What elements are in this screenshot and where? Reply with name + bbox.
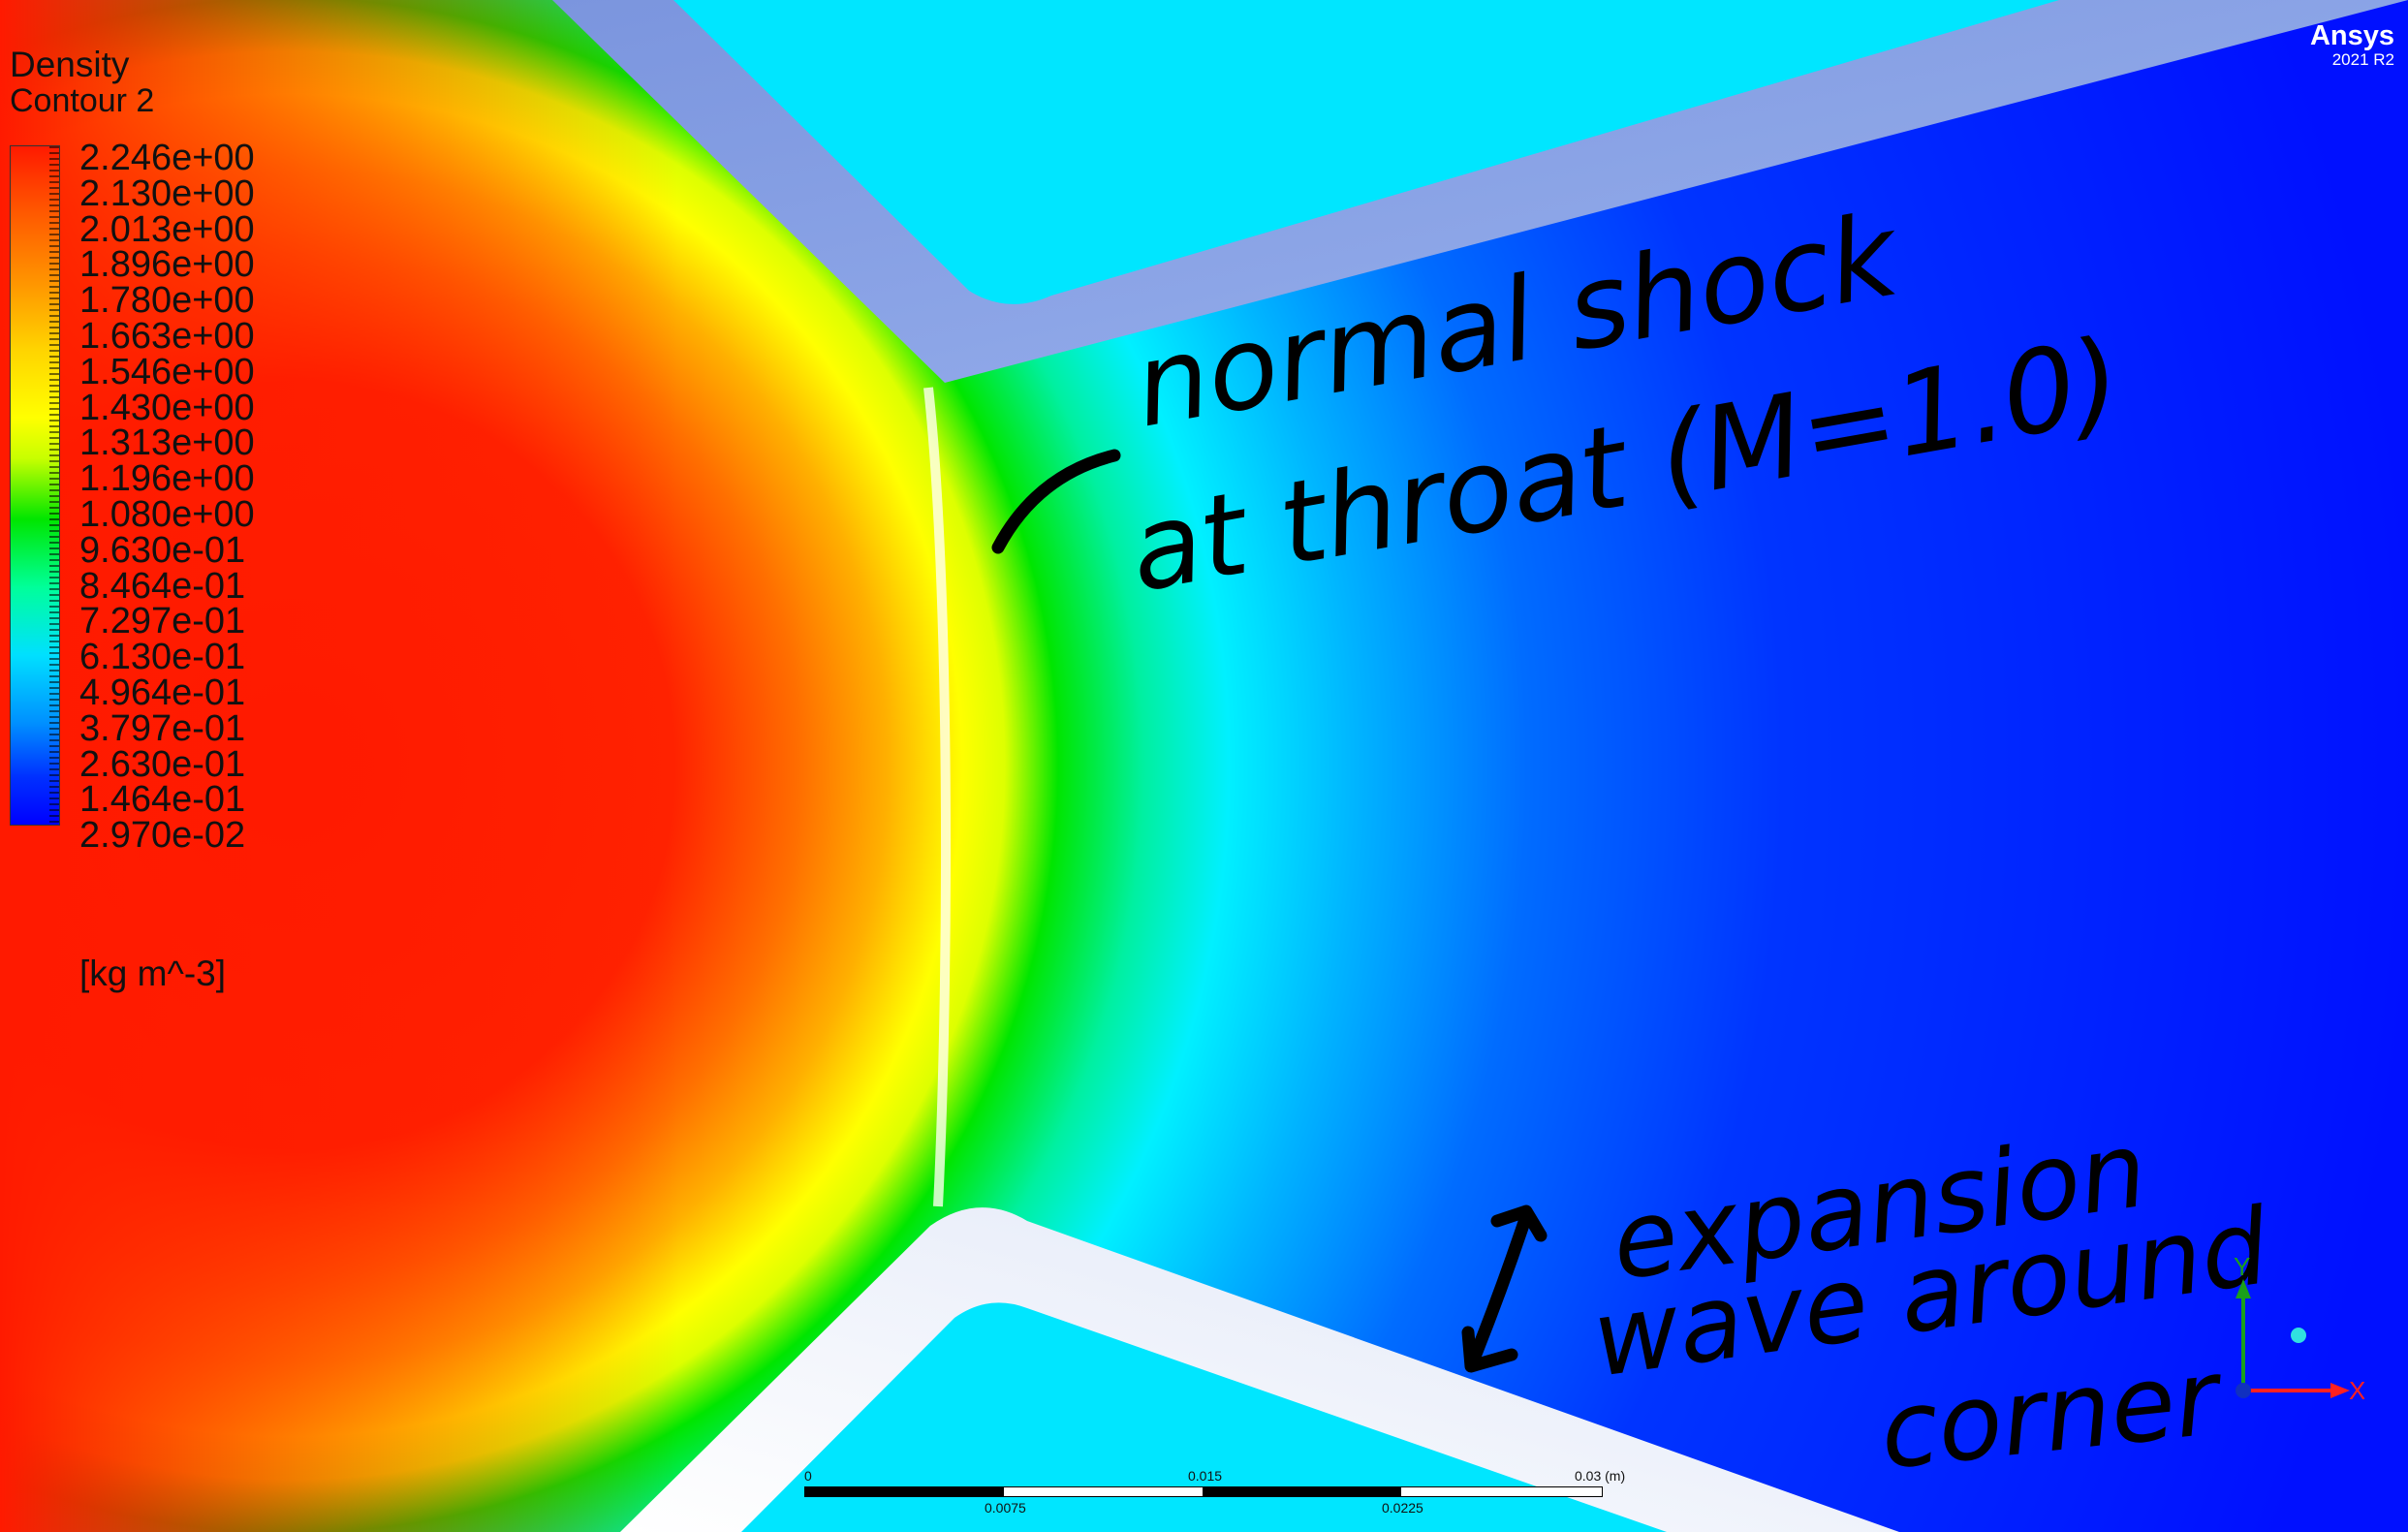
legend-tick: 1.080e+00: [79, 494, 255, 535]
scale-segment: [805, 1487, 1004, 1496]
legend-tick: 1.464e-01: [79, 779, 246, 821]
shock-front: [923, 387, 952, 1207]
legend-tick: 1.663e+00: [79, 316, 255, 357]
legend-title: Density: [10, 45, 130, 84]
scale-label-top: 0.015: [1188, 1468, 1223, 1484]
y-axis-arrow-icon: [2236, 1279, 2251, 1298]
legend-tick: 8.464e-01: [79, 565, 246, 607]
view-point-icon: [2291, 1328, 2306, 1343]
scale-label-top: 0.03 (m): [1575, 1468, 1626, 1484]
upstream-chamber: [0, 0, 678, 1532]
scale-label-top: 0: [804, 1468, 812, 1484]
legend-tick: 1.546e+00: [79, 351, 255, 392]
legend-tick: 1.313e+00: [79, 422, 255, 464]
legend-colorbar: [10, 145, 60, 826]
legend-subtitle: Contour 2: [10, 82, 155, 119]
legend-tick: 1.430e+00: [79, 387, 255, 428]
triad-x-label: X: [2349, 1376, 2364, 1405]
legend-tick: 9.630e-01: [79, 529, 246, 571]
legend-tick: 2.970e-02: [79, 815, 246, 857]
z-axis-dot-icon: [2236, 1383, 2251, 1398]
axis-triad: Y X: [2234, 1252, 2364, 1405]
legend-tick: 2.630e-01: [79, 743, 246, 785]
legend-tick: 1.196e+00: [79, 458, 255, 500]
upper-wall-solid: [673, 0, 2059, 304]
x-axis-arrow-icon: [2330, 1383, 2350, 1398]
legend-tick: 2.246e+00: [79, 138, 255, 178]
scale-bar: 0 0.015 0.03 (m) 0.0075 0.0225: [804, 1468, 1625, 1516]
brand-version: 2021 R2: [2331, 50, 2394, 69]
legend-tick: 6.130e-01: [79, 637, 246, 678]
scale-segment: [1203, 1487, 1401, 1496]
scale-track: [804, 1486, 1603, 1497]
legend-unit: [kg m^-3]: [79, 954, 226, 993]
legend-tick: 2.130e+00: [79, 172, 255, 214]
legend-tick: 2.013e+00: [79, 208, 255, 250]
legend-tick: 3.797e-01: [79, 707, 246, 749]
triad-y-label: Y: [2234, 1252, 2250, 1281]
color-legend: Density Contour 2 2.246e+00 2.130e+00 2.…: [10, 45, 255, 993]
legend-tick: 7.297e-01: [79, 601, 246, 642]
brand-logo: Ansys 2021 R2: [2310, 21, 2394, 70]
lower-wall-solid: [741, 1302, 1667, 1532]
legend-tick: 1.896e+00: [79, 244, 255, 286]
scale-label-bottom: 0.0075: [985, 1500, 1026, 1516]
scale-label-bottom: 0.0225: [1382, 1500, 1423, 1516]
legend-tick: 4.964e-01: [79, 672, 246, 713]
legend-tick: 1.780e+00: [79, 280, 255, 322]
brand-name: Ansys: [2309, 20, 2394, 51]
